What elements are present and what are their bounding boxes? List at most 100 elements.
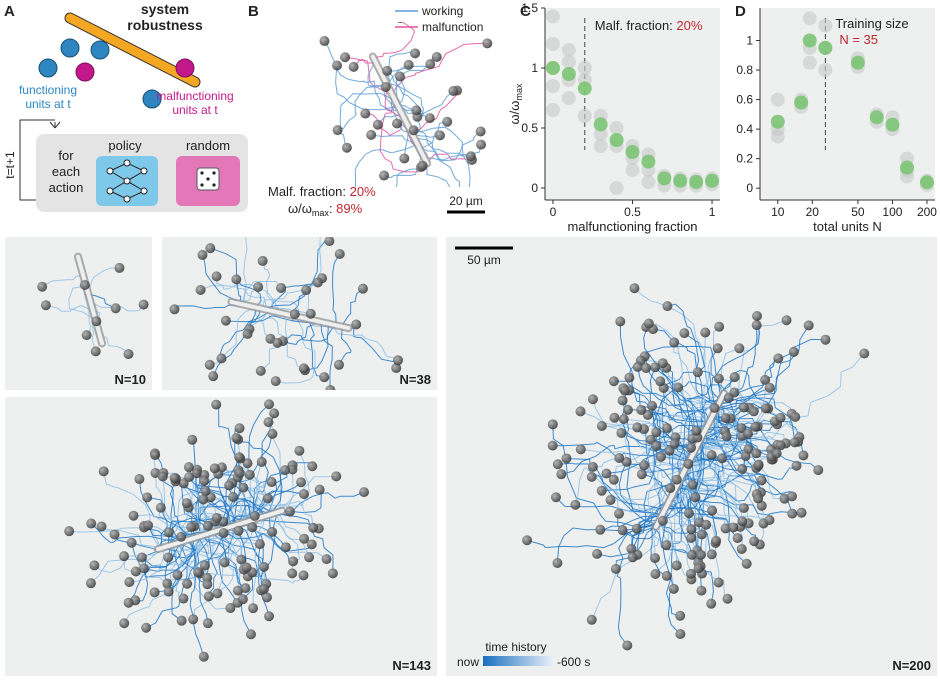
- annotation: 20%: [676, 18, 702, 33]
- unit: [319, 36, 330, 47]
- text: for: [58, 148, 74, 163]
- trajectory: [377, 114, 403, 126]
- annotation: Malf. fraction: 20%: [595, 18, 703, 33]
- point: [885, 117, 900, 132]
- unit: [176, 615, 187, 626]
- unit: [138, 563, 149, 574]
- unit: [650, 362, 661, 373]
- unit: [298, 570, 309, 581]
- unit: [408, 125, 419, 136]
- trajectory: [339, 92, 396, 148]
- unit: [212, 588, 223, 599]
- unit: [186, 521, 197, 532]
- functioning-units: [38, 38, 162, 109]
- unit: [209, 463, 220, 474]
- unit: [448, 86, 459, 97]
- trajectory: [697, 443, 765, 545]
- unit: [359, 487, 370, 498]
- unit: [178, 593, 189, 604]
- point: [545, 37, 560, 51]
- trajectory: [345, 56, 392, 94]
- unit: [657, 358, 668, 369]
- trajectory: [391, 42, 488, 94]
- panel-label: C: [520, 3, 531, 20]
- unit: [264, 399, 275, 410]
- unit: [232, 585, 243, 596]
- unit: [123, 349, 134, 360]
- unit: [284, 506, 295, 517]
- unit: [737, 516, 748, 527]
- x-tick-label: 50: [851, 205, 865, 219]
- unit: [327, 568, 338, 579]
- text: max: [312, 208, 330, 218]
- trajectory: [340, 288, 364, 327]
- unit: [575, 444, 586, 455]
- unit: [216, 353, 227, 364]
- unit: [596, 420, 607, 431]
- unit: [299, 489, 310, 500]
- unit: [592, 548, 603, 559]
- unit: [183, 462, 194, 473]
- loop-arrow: [19, 119, 55, 201]
- point: [919, 175, 934, 190]
- unit: [308, 522, 319, 533]
- unit: [668, 583, 679, 594]
- unit: [340, 52, 351, 63]
- trajectory: [226, 481, 272, 529]
- unit: [195, 284, 206, 295]
- unit: [671, 474, 682, 485]
- point: [818, 18, 833, 33]
- unit: [671, 560, 682, 571]
- unit: [713, 373, 724, 384]
- y-tick-label: 1.5: [521, 1, 538, 15]
- unit: [184, 471, 195, 482]
- unit: [163, 586, 174, 597]
- unit: [665, 483, 676, 494]
- point: [641, 154, 656, 169]
- x-tick-label: 20: [806, 205, 820, 219]
- unit: [372, 119, 383, 130]
- trajectory: [147, 496, 168, 549]
- trajectory: [699, 440, 759, 499]
- text: functioning: [19, 83, 77, 97]
- unit: [752, 311, 763, 322]
- unit: [615, 316, 626, 327]
- unit: [81, 330, 92, 341]
- trajectory: [662, 513, 717, 541]
- text: ω/ωmax: 89%: [288, 201, 363, 218]
- trajectory: [601, 422, 687, 469]
- point: [561, 67, 576, 81]
- point: [545, 103, 560, 117]
- unit: [712, 343, 723, 354]
- y-tick-label: 0.6: [736, 93, 753, 107]
- trajectories: [37, 252, 149, 360]
- scale-text: 20 µm: [449, 194, 483, 208]
- unit: [314, 484, 325, 495]
- trajectory: [337, 83, 388, 131]
- trajectories: [522, 283, 870, 651]
- text: 89%: [336, 201, 362, 216]
- trajectory: [641, 409, 699, 446]
- unit: [234, 468, 245, 479]
- panel-label: D: [735, 3, 746, 20]
- network-icon: [106, 159, 148, 203]
- text: action: [49, 180, 84, 195]
- point: [770, 114, 785, 129]
- unit: [595, 524, 606, 535]
- trajectory: [661, 371, 698, 467]
- unit: [753, 493, 764, 504]
- point: [561, 91, 576, 105]
- unit: [442, 116, 453, 127]
- unit: [742, 428, 753, 439]
- trajectory: [722, 369, 769, 409]
- unit: [617, 525, 628, 536]
- unit: [188, 614, 199, 625]
- unit: [629, 283, 640, 294]
- point: [609, 133, 624, 147]
- unit: [110, 303, 121, 314]
- unit: [176, 531, 187, 542]
- unit: [280, 542, 291, 553]
- rod: [65, 13, 200, 87]
- unit: [219, 557, 230, 568]
- legend-text: working: [421, 4, 463, 18]
